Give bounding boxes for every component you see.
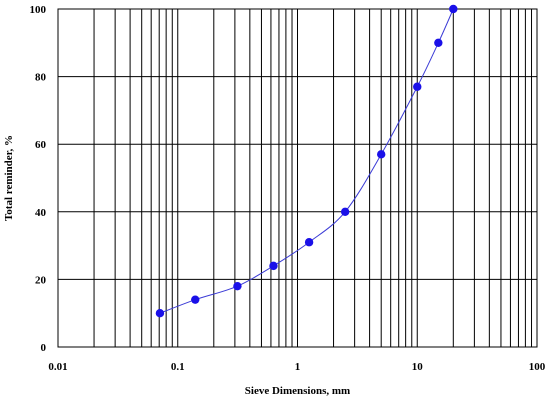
plot-frame	[57, 8, 538, 348]
y-tick-label: 100	[30, 4, 47, 16]
y-axis: 0 20 40 60 80 100	[30, 4, 47, 354]
series-line	[159, 8, 454, 314]
y-tick-label: 60	[35, 139, 47, 151]
x-axis: 0.01 0.1 1 10 100	[48, 361, 545, 373]
y-axis-title: Total reminder, %	[3, 135, 15, 221]
data-point	[449, 4, 458, 14]
y-tick-label: 0	[41, 342, 47, 354]
x-tick-label: 0.01	[48, 361, 67, 373]
data-point	[191, 295, 200, 304]
data-points	[155, 4, 458, 318]
x-tick-label: 100	[529, 361, 546, 373]
data-point	[304, 238, 314, 247]
y-tick-label: 20	[35, 274, 47, 286]
data-point	[233, 281, 242, 291]
data-point	[413, 82, 422, 91]
x-tick-label: 10	[412, 361, 424, 373]
x-tick-label: 0.1	[171, 361, 185, 373]
data-point	[269, 261, 278, 271]
y-tick-label: 40	[35, 207, 47, 219]
grid	[57, 8, 537, 348]
data-point	[340, 207, 350, 216]
data-point	[155, 309, 165, 318]
x-axis-title: Sieve Dimensions, mm	[245, 385, 350, 397]
y-tick-label: 80	[35, 72, 47, 84]
data-point	[434, 38, 443, 47]
x-tick-label: 1	[295, 361, 301, 373]
data-point	[377, 150, 386, 159]
